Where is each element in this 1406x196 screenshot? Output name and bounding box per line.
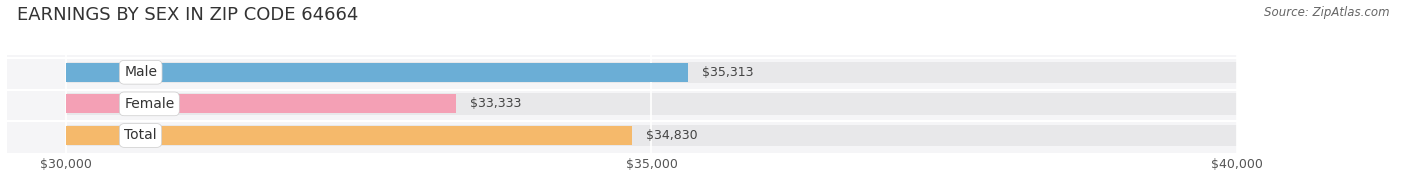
Text: $34,830: $34,830	[645, 129, 697, 142]
Bar	[66, 94, 456, 113]
Text: $33,333: $33,333	[470, 97, 522, 110]
Text: Total: Total	[124, 129, 157, 142]
Text: Source: ZipAtlas.com: Source: ZipAtlas.com	[1264, 6, 1389, 19]
Text: $35,313: $35,313	[702, 66, 754, 79]
Bar	[66, 125, 1237, 146]
Text: Male: Male	[124, 65, 157, 79]
Bar	[66, 93, 1237, 115]
Bar	[66, 126, 631, 145]
Text: Female: Female	[124, 97, 174, 111]
Text: EARNINGS BY SEX IN ZIP CODE 64664: EARNINGS BY SEX IN ZIP CODE 64664	[17, 6, 359, 24]
Bar	[66, 62, 1237, 83]
Bar	[66, 63, 688, 82]
